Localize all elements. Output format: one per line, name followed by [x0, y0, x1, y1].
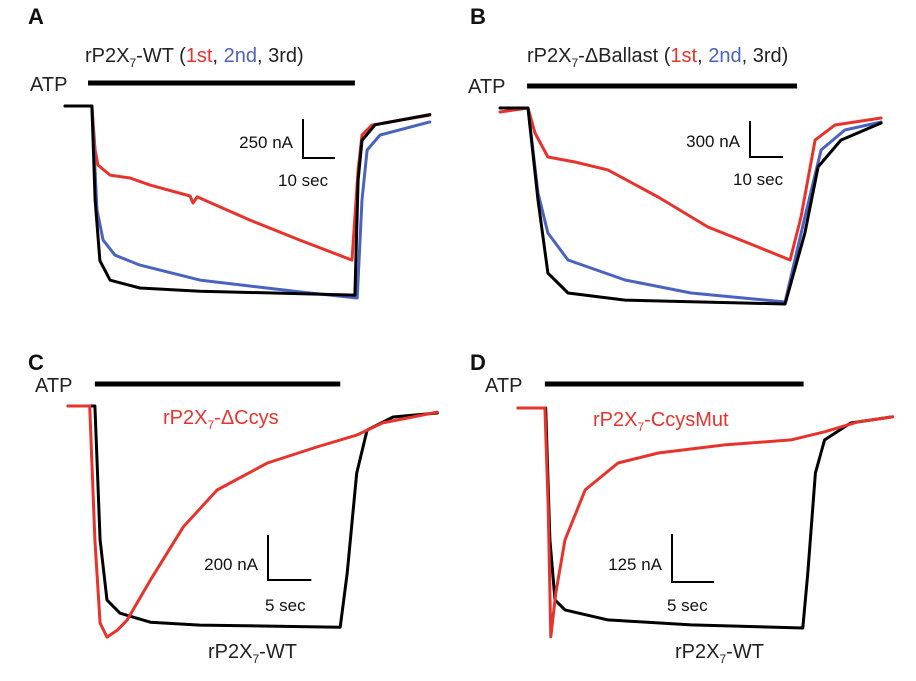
panel-b-trace-first — [498, 106, 883, 262]
panel-d-atp-label: ATP — [485, 375, 522, 397]
panel-a-scale-y-label: 250 nA — [239, 133, 294, 152]
panel-a-scale-bar — [302, 118, 335, 159]
panel-c-trace-first — [66, 404, 439, 639]
panel-letter-c: C — [28, 350, 44, 375]
panel-a-title: rP2X7-WT (1st, 2nd, 3rd) — [85, 45, 304, 70]
panel-d-scale-y-label: 125 nA — [608, 555, 663, 574]
panel-a-scale-x-label: 10 sec — [278, 171, 329, 190]
panel-letter-b: B — [470, 4, 486, 29]
panel-b-atp-label: ATP — [468, 76, 505, 98]
panel-c-atp-label: ATP — [35, 375, 72, 397]
panel-d-mutant-label: rP2X7-CcysMut — [593, 409, 729, 434]
panel-c-mutant-label: rP2X7-ΔCcys — [163, 407, 279, 432]
panel-letter-d: D — [470, 350, 486, 375]
panel-d-scale-bar — [671, 533, 714, 583]
panel-b-title: rP2X7-ΔBallast (1st, 2nd, 3rd) — [527, 45, 788, 70]
panel-c-scale-x-label: 5 sec — [265, 596, 306, 615]
panel-a-trace-third — [63, 104, 432, 297]
panel-c-scale-y-label: 200 nA — [204, 555, 259, 574]
panel-c-scale-bar — [267, 534, 312, 581]
panel-d-trace-first — [516, 406, 895, 639]
panel-b-trace-third — [498, 106, 883, 306]
panel-a-trace-first — [63, 104, 432, 262]
panel-d-wt-label: rP2X7-WT — [675, 641, 764, 666]
panel-d-scale-x-label: 5 sec — [667, 596, 708, 615]
panel-letter-a: A — [28, 4, 44, 29]
panel-a-atp-label: ATP — [30, 74, 67, 96]
panel-b-scale-bar — [749, 120, 783, 158]
panel-c-trace-third — [66, 404, 439, 629]
panel-b-scale-y-label: 300 nA — [686, 132, 741, 151]
panel-b-scale-x-label: 10 sec — [733, 170, 784, 189]
panel-c-wt-label: rP2X7-WT — [208, 641, 297, 666]
